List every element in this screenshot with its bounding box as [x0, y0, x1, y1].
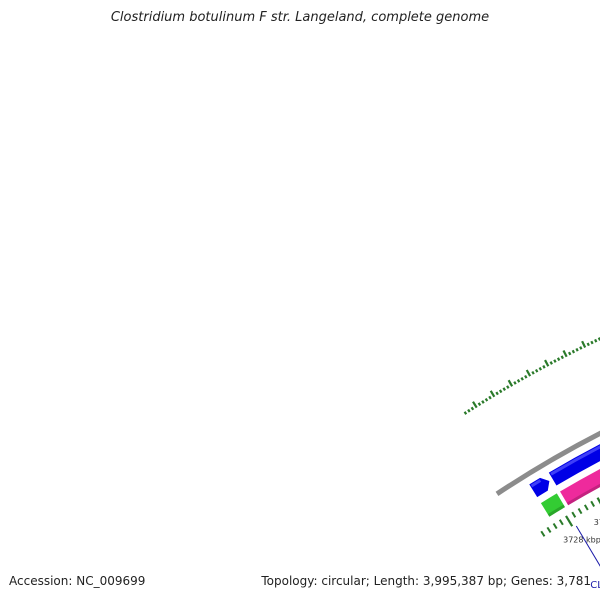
scale-tick: [565, 515, 574, 527]
outer-minor-tick: [549, 361, 553, 365]
scale-tick: [552, 522, 558, 530]
outer-minor-tick: [520, 376, 524, 381]
outer-minor-tick: [538, 366, 542, 371]
kbp-tick-label: 3728 kbp: [563, 535, 600, 544]
scale-tick: [583, 504, 589, 511]
kbp-tick-label: 3729 kbp: [594, 518, 600, 527]
outer-minor-tick: [525, 369, 532, 377]
outer-minor-tick: [562, 349, 568, 358]
inner-feature-shade: [547, 504, 566, 517]
gene-label-layer: CLI_3569uvrAuvrBCLI_3572CLI_3573CLI_3574: [575, 525, 600, 591]
outer-minor-tick: [594, 338, 598, 343]
outer-minor-tick: [495, 391, 499, 396]
outer-minor-tick: [571, 349, 576, 354]
inner-feature-layer: [540, 469, 600, 517]
outer-minor-tick: [484, 397, 489, 402]
scale-layer: 3728 kbp3729 kbp3730 kbp3731 kbp3732 kbp…: [540, 497, 600, 544]
forward-cds-highlight: [550, 445, 600, 476]
forward-feature-layer: [529, 444, 600, 498]
outer-minor-tick: [481, 400, 485, 404]
genome-backbone: [495, 430, 600, 496]
outer-minor-tick: [586, 342, 590, 347]
outer-minor-tick: [542, 365, 546, 369]
outer-minor-tick: [506, 385, 510, 389]
outer-minor-tick: [524, 374, 528, 379]
scale-tick: [596, 497, 600, 505]
inner-feature: [560, 469, 600, 506]
outer-minor-tick: [590, 340, 594, 345]
outer-minor-tick: [516, 379, 521, 383]
outer-minor-tick: [560, 355, 564, 360]
genome-summary-text: Topology: circular; Length: 3,995,387 bp…: [261, 574, 591, 588]
outer-minor-tick: [556, 357, 561, 361]
outer-minor-tick: [472, 401, 478, 409]
accession-text: Accession: NC_009699: [9, 574, 146, 588]
backbone-layer: [495, 430, 600, 496]
minor-tick-layer: [463, 332, 600, 415]
outer-minor-tick: [488, 395, 492, 400]
outer-minor-tick: [467, 408, 471, 413]
genome-title: Clostridium botulinum F str. Langeland, …: [110, 10, 490, 25]
inner-feature: [540, 493, 566, 517]
outer-minor-tick: [581, 340, 587, 348]
outer-minor-tick: [489, 390, 496, 398]
outer-minor-tick: [463, 411, 468, 415]
outer-minor-tick: [498, 389, 503, 394]
scale-tick: [558, 519, 564, 526]
outer-minor-tick: [531, 370, 535, 375]
outer-minor-tick: [470, 406, 475, 411]
outer-minor-tick: [534, 368, 539, 373]
scale-tick: [571, 511, 577, 518]
gene-leader-line: [575, 525, 600, 567]
scale-tick: [590, 500, 595, 507]
outer-minor-tick: [575, 347, 579, 352]
outer-minor-tick: [553, 359, 557, 363]
gene-label: CLI_3569: [590, 580, 600, 591]
outer-minor-tick: [502, 387, 506, 392]
scale-tick: [577, 507, 583, 515]
outer-minor-tick: [544, 359, 550, 367]
outer-minor-tick: [579, 346, 583, 350]
outer-minor-tick: [568, 351, 572, 356]
outer-minor-tick: [507, 379, 514, 387]
scale-tick: [540, 530, 546, 537]
outer-minor-tick: [477, 402, 482, 407]
forward-cds-highlight: [530, 479, 542, 488]
scale-tick: [546, 526, 552, 533]
outer-minor-tick: [513, 381, 517, 385]
inner-feature-shade: [566, 483, 600, 506]
